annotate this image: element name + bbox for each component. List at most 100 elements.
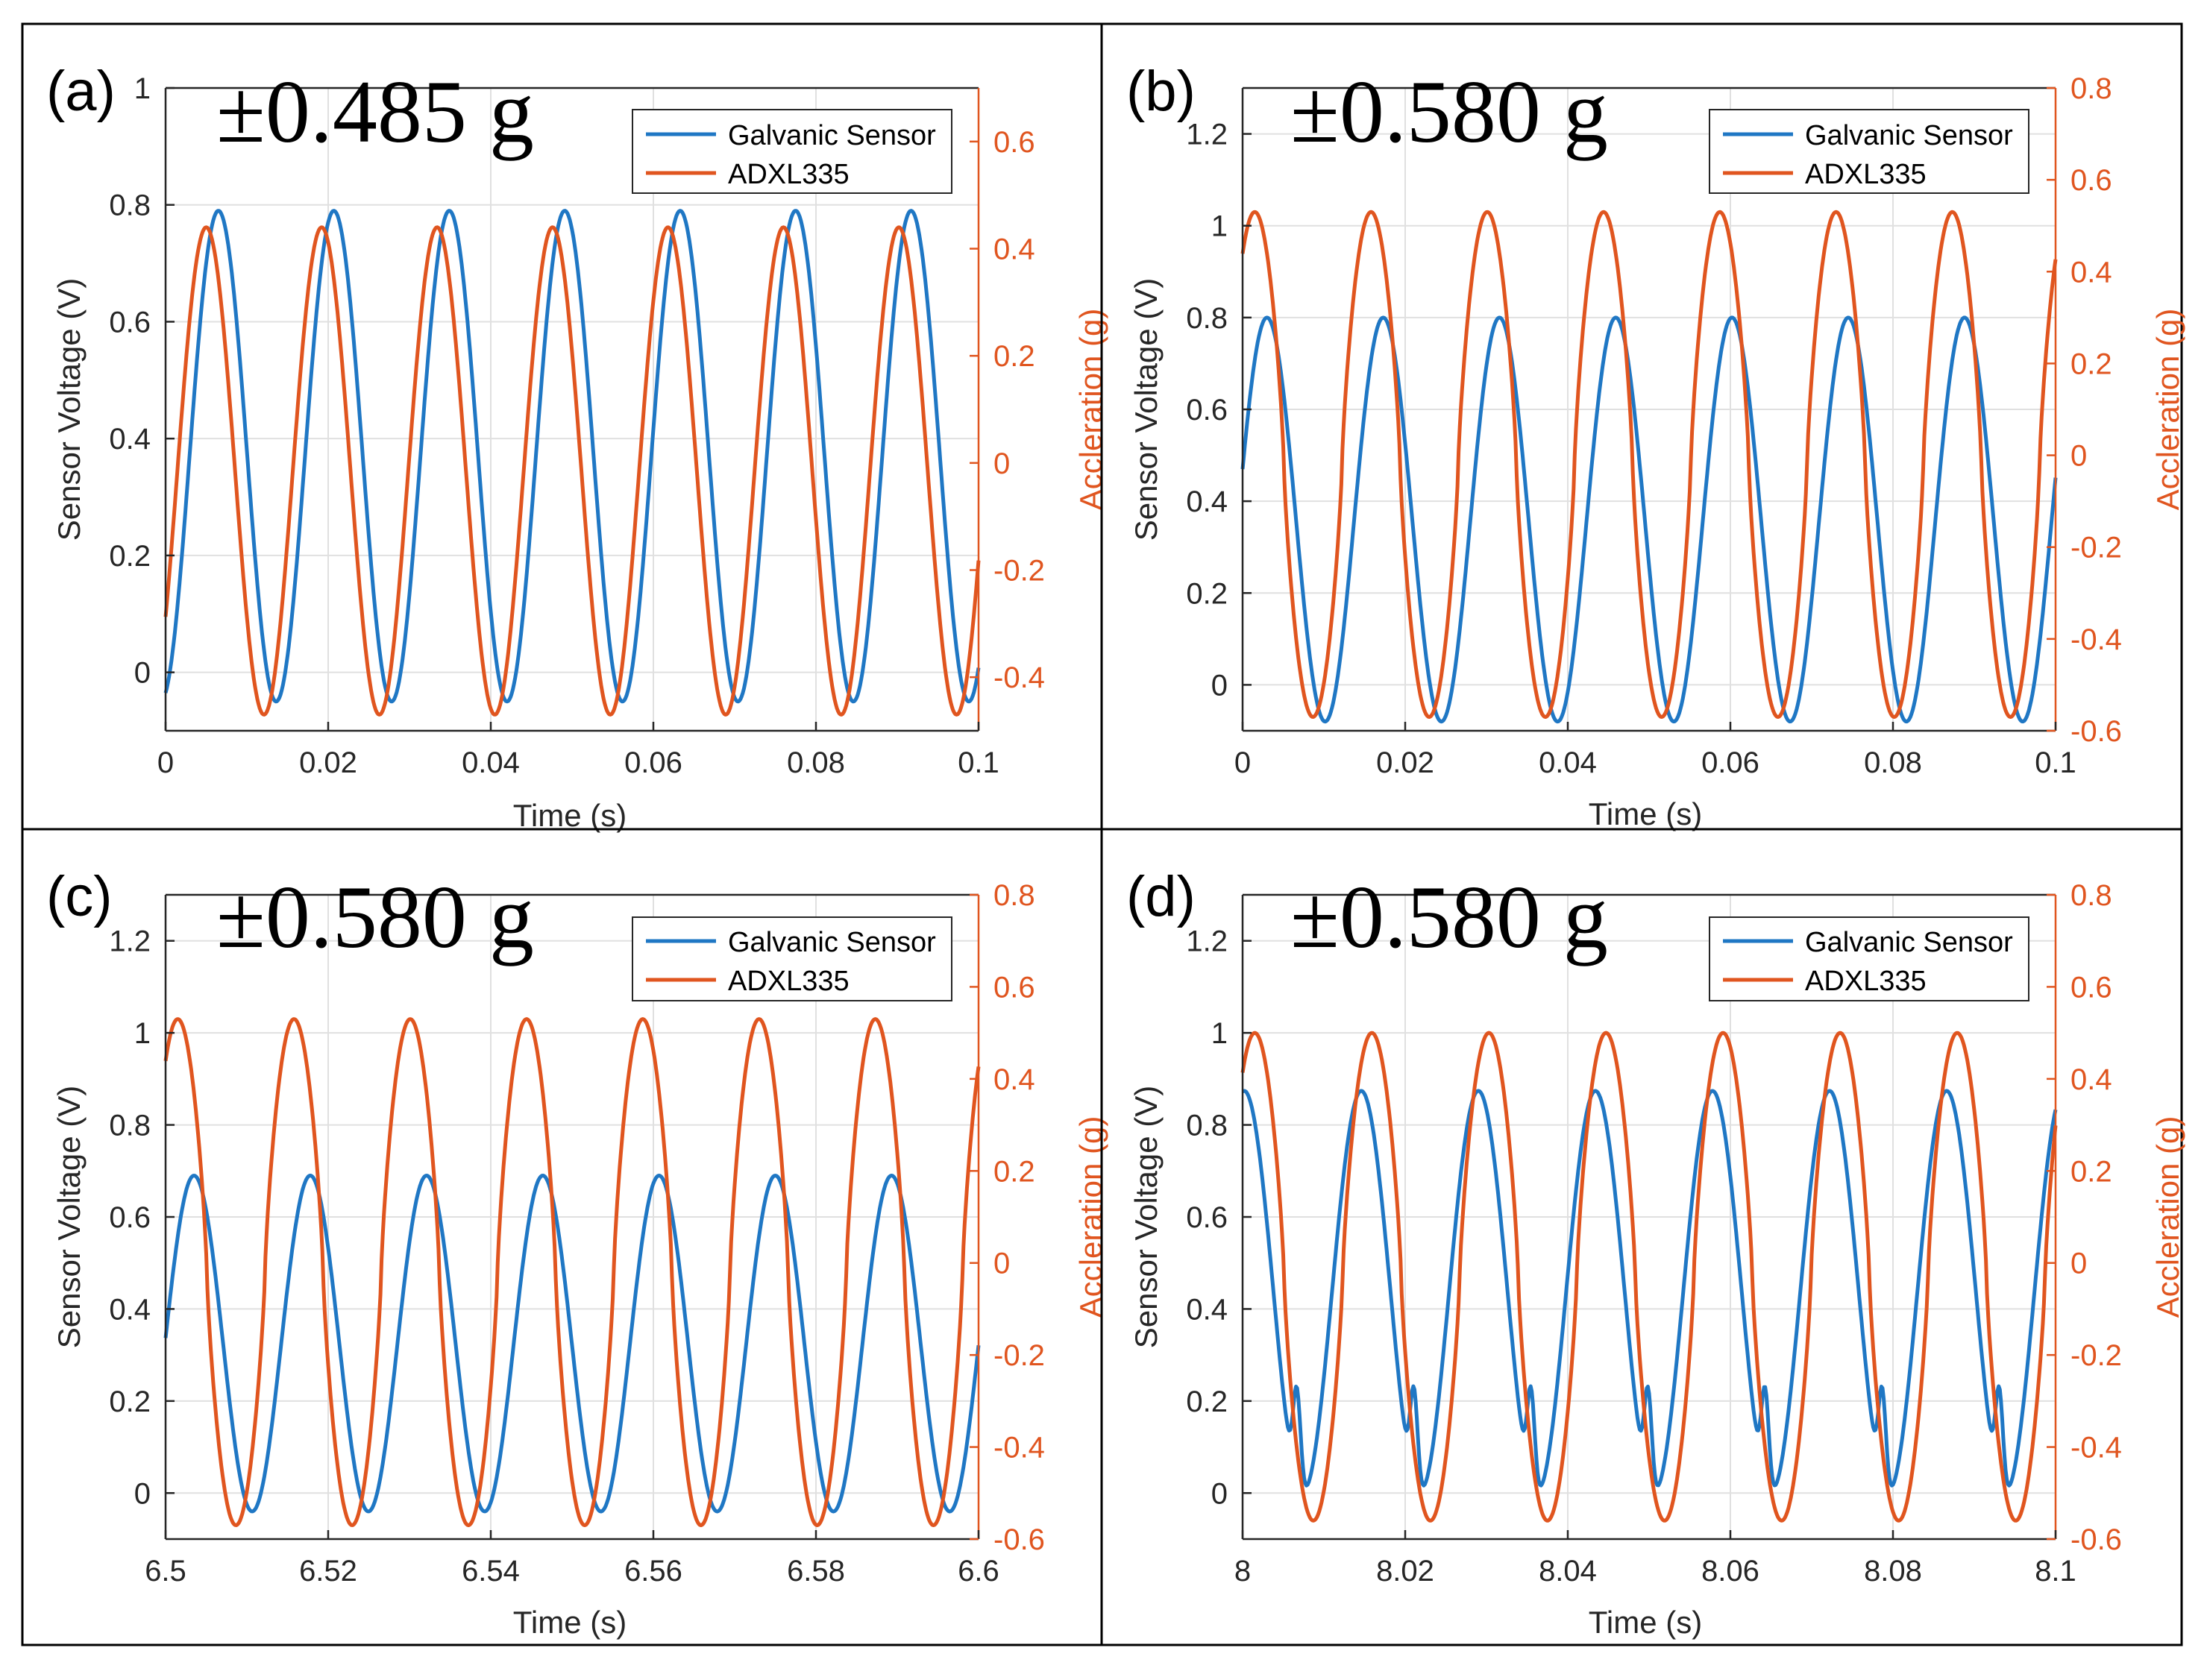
- plot-area: 0 0.02 0.04 0.06 0.08 0.1 0 0.2 0.4 0.6 0.8 1 -0.4 -0…: [109, 72, 1045, 779]
- plot-area: 6.5 6.52 6.54 6.56 6.58 6.6 0 0.2 0.4 0.6 0.8 1 1.2 -…: [109, 879, 1045, 1588]
- y-left-tick-label: 1: [134, 72, 151, 105]
- legend-label-adxl: ADXL335: [728, 159, 850, 190]
- x-tick-label: 0.02: [299, 746, 357, 779]
- y-left-tick-label: 0.6: [1186, 394, 1228, 427]
- panel-label: (a): [46, 60, 116, 123]
- series-line-galvanic: [163, 1174, 981, 1514]
- x-tick-label: 0.1: [958, 746, 999, 779]
- y-left-tick-label: 0.2: [109, 540, 151, 573]
- y-right-tick-label: 0.2: [993, 340, 1035, 373]
- amplitude-label: ±0.580 g: [216, 867, 534, 966]
- y-axis-label-left: Sensor Voltage (V): [51, 1086, 87, 1349]
- y-right-tick-label: 0.8: [993, 879, 1035, 912]
- legend: Galvanic Sensor ADXL335: [632, 916, 952, 1001]
- panel-d: 8 8.02 8.04 8.06 8.08 8.1 0 0.2 0.4 0.6 0.8 1 1.2 -0.…: [1100, 828, 2185, 1646]
- y-right-tick-label: 0.6: [993, 126, 1035, 159]
- amplitude-label: ±0.580 g: [1290, 62, 1608, 161]
- panel-frame: [1100, 828, 2183, 1646]
- y-left-tick-label: 0: [134, 1477, 151, 1510]
- y-left-tick-label: 0.6: [109, 306, 151, 339]
- y-right-tick-label: 0: [993, 447, 1010, 480]
- plot-area: 0 0.02 0.04 0.06 0.08 0.1 0 0.2 0.4 0.6 0.8 1 1.2 -0.…: [1186, 72, 2122, 779]
- y-left-tick-label: 0: [1211, 1477, 1228, 1510]
- legend-label-adxl: ADXL335: [1805, 159, 1927, 190]
- y-axis-label-right: Accleration (g): [1073, 1116, 1108, 1318]
- y-axis-label-right: Accleration (g): [2150, 309, 2185, 511]
- y-right-tick-label: -0.4: [993, 1432, 1045, 1465]
- x-tick-label: 0.06: [1701, 746, 1759, 779]
- y-left-tick-label: 1: [1211, 210, 1228, 243]
- legend-label-galvanic: Galvanic Sensor: [1805, 927, 2013, 958]
- legend-box: [1709, 916, 2029, 1001]
- x-axis-label: Time (s): [513, 798, 627, 833]
- y-right-tick-label: 0.2: [2070, 347, 2112, 380]
- x-tick-label: 0.08: [1864, 746, 1922, 779]
- legend: Galvanic Sensor ADXL335: [1709, 916, 2029, 1001]
- legend: Galvanic Sensor ADXL335: [632, 109, 952, 194]
- y-right-tick-label: 0: [2070, 1248, 2087, 1280]
- legend-box: [632, 916, 952, 1001]
- amplitude-label: ±0.485 g: [216, 62, 534, 161]
- x-tick-label: 0.02: [1376, 746, 1434, 779]
- x-tick-label: 0.04: [462, 746, 520, 779]
- y-left-tick-label: 0.8: [1186, 302, 1228, 335]
- y-left-tick-label: 0.8: [109, 189, 151, 222]
- legend-label-adxl: ADXL335: [728, 966, 850, 997]
- x-tick-label: 6.58: [787, 1555, 845, 1588]
- y-right-tick-label: 0: [2070, 440, 2087, 473]
- y-right-tick-label: 0.2: [2070, 1155, 2112, 1188]
- y-left-tick-label: 1.2: [1186, 925, 1228, 958]
- x-tick-label: 8.08: [1864, 1555, 1922, 1588]
- y-right-tick-label: 0.8: [2070, 879, 2112, 912]
- y-right-tick-label: -0.2: [2070, 1339, 2122, 1372]
- y-right-tick-label: 0.6: [993, 971, 1035, 1004]
- y-right-tick-label: 0.8: [2070, 72, 2112, 105]
- y-left-tick-label: 1.2: [1186, 119, 1228, 151]
- y-right-tick-label: 0.4: [2070, 256, 2112, 289]
- x-tick-label: 8.02: [1376, 1555, 1434, 1588]
- y-right-tick-label: 0.2: [993, 1155, 1035, 1188]
- legend-label-galvanic: Galvanic Sensor: [1805, 120, 2013, 151]
- x-axis-label: Time (s): [513, 1605, 627, 1640]
- y-right-tick-label: 0: [993, 1248, 1010, 1280]
- y-right-tick-label: 0.4: [2070, 1063, 2112, 1096]
- y-axis-label-right: Accleration (g): [2150, 1116, 2185, 1318]
- y-axis-label-left: Sensor Voltage (V): [51, 278, 87, 541]
- series-line-galvanic: [1240, 315, 2058, 724]
- x-tick-label: 6.5: [145, 1555, 186, 1588]
- y-right-tick-label: -0.2: [2070, 532, 2122, 564]
- series-line-adxl: [1240, 1031, 2058, 1523]
- legend-label-galvanic: Galvanic Sensor: [728, 120, 936, 151]
- y-right-tick-label: -0.6: [2070, 1523, 2122, 1556]
- x-tick-label: 0: [157, 746, 174, 779]
- y-right-tick-label: -0.2: [993, 1339, 1045, 1372]
- panel-label: (c): [46, 865, 113, 928]
- y-left-tick-label: 0.4: [109, 423, 151, 456]
- x-tick-label: 8.06: [1701, 1555, 1759, 1588]
- y-right-tick-label: 0.4: [993, 1063, 1035, 1096]
- y-left-tick-label: 0: [1211, 669, 1228, 702]
- y-right-tick-label: 0.4: [993, 233, 1035, 266]
- y-left-tick-label: 0.4: [109, 1293, 151, 1326]
- x-tick-label: 0.06: [624, 746, 682, 779]
- legend-label-adxl: ADXL335: [1805, 966, 1927, 997]
- y-left-tick-label: 0.2: [1186, 577, 1228, 610]
- y-left-tick-label: 0.4: [1186, 1293, 1228, 1326]
- legend-label-galvanic: Galvanic Sensor: [728, 927, 936, 958]
- x-tick-label: 6.54: [462, 1555, 520, 1588]
- y-left-tick-label: 0.8: [109, 1110, 151, 1142]
- x-axis-label: Time (s): [1589, 796, 1702, 831]
- series-line-adxl: [163, 1017, 981, 1527]
- panel-c: 6.5 6.52 6.54 6.56 6.58 6.6 0 0.2 0.4 0.6 0.8 1 1.2 -…: [21, 828, 1108, 1646]
- x-tick-label: 8.04: [1539, 1555, 1597, 1588]
- y-right-tick-label: 0.6: [2070, 164, 2112, 197]
- x-tick-label: 0.08: [787, 746, 845, 779]
- y-axis-label-left: Sensor Voltage (V): [1128, 278, 1164, 541]
- y-right-tick-label: -0.4: [993, 661, 1045, 694]
- legend-box: [632, 109, 952, 194]
- legend-box: [1709, 109, 2029, 194]
- x-tick-label: 8.1: [2035, 1555, 2076, 1588]
- y-left-tick-label: 0.6: [109, 1201, 151, 1234]
- x-tick-label: 0.04: [1539, 746, 1597, 779]
